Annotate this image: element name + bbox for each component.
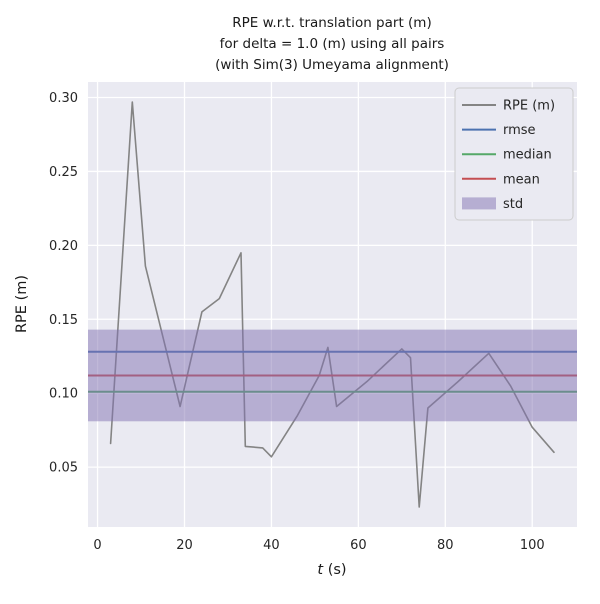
legend-item: std bbox=[462, 197, 523, 212]
y-tick-label: 0.10 bbox=[49, 387, 78, 402]
legend: RPE (m) rmse median mean std bbox=[454, 87, 574, 221]
legend-box bbox=[454, 87, 574, 221]
y-tick-label: 0.05 bbox=[49, 461, 78, 476]
y-tick-label: 0.30 bbox=[49, 91, 78, 106]
chart-title-line2: for delta = 1.0 (m) using all pairs bbox=[220, 36, 445, 52]
tick-labels: 0 20 40 60 80 100 0.05 0.10 0.15 0.20 0.25 0.30 bbox=[49, 91, 545, 553]
y-axis-label: RPE (m) bbox=[14, 275, 30, 333]
legend-item: rmse bbox=[462, 123, 536, 138]
std-band bbox=[88, 329, 577, 422]
x-tick-label: 40 bbox=[263, 538, 280, 553]
x-tick-label: 100 bbox=[520, 538, 545, 553]
x-tick-label: 0 bbox=[93, 538, 101, 553]
legend-item: mean bbox=[462, 172, 540, 187]
legend-label: RPE (m) bbox=[503, 99, 555, 114]
legend-item: RPE (m) bbox=[462, 99, 555, 114]
x-tick-label: 20 bbox=[176, 538, 193, 553]
y-tick-label: 0.20 bbox=[49, 239, 78, 254]
chart-title-line3: (with Sim(3) Umeyama alignment) bbox=[215, 57, 449, 73]
legend-label: std bbox=[503, 197, 523, 212]
y-tick-label: 0.15 bbox=[49, 313, 78, 328]
x-tick-label: 80 bbox=[437, 538, 454, 553]
chart-title-line1: RPE w.r.t. translation part (m) bbox=[232, 15, 431, 31]
x-tick-label: 60 bbox=[350, 538, 367, 553]
y-tick-label: 0.25 bbox=[49, 165, 78, 180]
x-axis-label: t (s) bbox=[317, 562, 346, 578]
legend-item: median bbox=[462, 148, 552, 163]
legend-label: rmse bbox=[503, 123, 536, 138]
series-layer bbox=[88, 101, 577, 508]
legend-label: median bbox=[503, 148, 552, 163]
legend-label: mean bbox=[503, 172, 540, 187]
legend-swatch-std bbox=[462, 197, 496, 210]
